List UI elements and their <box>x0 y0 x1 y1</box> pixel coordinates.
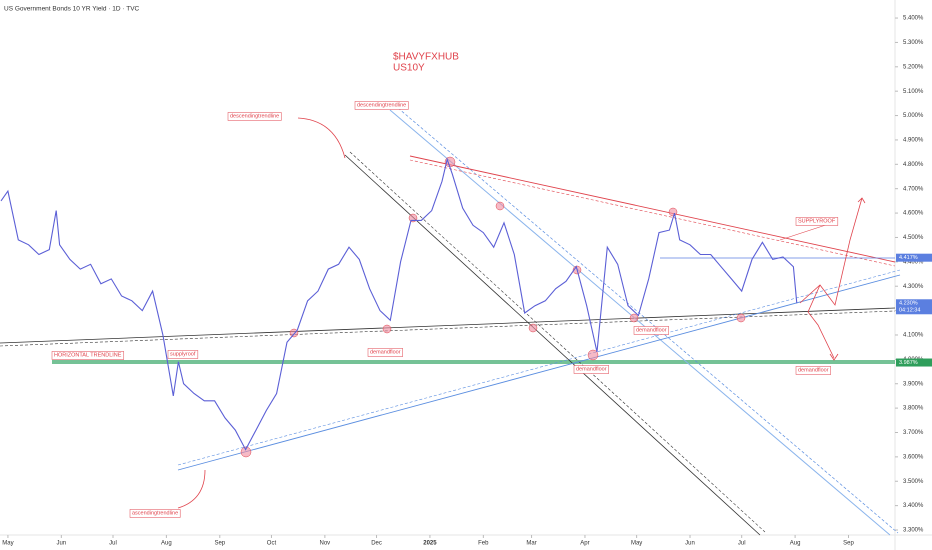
y-tick-label: 3.900% <box>903 381 924 387</box>
annotation: supplyroof <box>167 350 199 359</box>
trendline <box>177 274 901 471</box>
trendline <box>409 159 896 267</box>
x-tick-label: May <box>2 541 13 547</box>
annotation-text: descendingtrendline <box>230 113 279 119</box>
annotation: demandfloor <box>367 348 403 357</box>
horizontal-zone <box>52 360 895 364</box>
annotation-text: demandfloor <box>636 327 667 333</box>
x-tick-label: Aug <box>161 541 172 547</box>
price-label: 4.230% <box>899 301 918 307</box>
y-tick-label: 4.900% <box>903 138 924 144</box>
x-tick-label: Mar <box>526 541 536 547</box>
x-tick-label: Feb <box>478 541 489 547</box>
annotation-text: ascendingtrendline <box>132 510 178 516</box>
annotation-box <box>51 351 125 360</box>
y-tick-label: 3.500% <box>903 479 924 485</box>
trendline <box>397 107 899 534</box>
x-tick-label: Sep <box>214 541 225 547</box>
y-tick-label: 4.600% <box>903 211 924 217</box>
annotation-text: supplyroof <box>170 351 196 357</box>
projection <box>799 197 866 361</box>
price-label: 4.417% <box>899 255 918 261</box>
annotation-text: demandfloor <box>576 366 607 372</box>
price-label-timer: 04:12:34 <box>899 308 920 314</box>
annotation: demandfloor <box>795 366 831 375</box>
x-tick-label: Dec <box>371 541 382 547</box>
annotation: descendingtrendline <box>354 101 409 110</box>
annotation-box <box>367 348 403 357</box>
price-label-box <box>896 358 932 367</box>
annotation-box <box>354 101 409 110</box>
x-tick-label: Nov <box>320 541 331 547</box>
x-tick-label: Jul <box>738 541 746 547</box>
annotation-box <box>167 350 199 359</box>
x-tick-label: Jun <box>685 541 695 547</box>
y-tick-label: 5.000% <box>903 113 924 119</box>
price-line <box>0 157 798 451</box>
annotation: demandfloor <box>573 365 609 374</box>
y-tick-label: 3.600% <box>903 454 924 460</box>
trendline <box>409 155 896 263</box>
annotation: SUPPLYROOF <box>795 217 839 226</box>
drawings <box>0 107 901 536</box>
annotation-text: descendingtrendline <box>357 102 406 108</box>
y-tick-label: 4.500% <box>903 235 924 241</box>
arrow-curve <box>297 117 346 159</box>
x-tick-label: Aug <box>790 541 801 547</box>
chart-title: US Government Bonds 10 YR Yield · 1D · T… <box>4 6 140 13</box>
annotation-text: demandfloor <box>798 367 829 373</box>
annotation: HORIZONTAL TRENDLINE <box>51 351 125 360</box>
annotation-box <box>795 366 831 375</box>
x-tick-label: Jul <box>109 541 117 547</box>
y-tick-label: 3.800% <box>903 406 924 412</box>
annotation-text: demandfloor <box>370 349 401 355</box>
price-label-box <box>896 253 932 262</box>
annotation: demandfloor <box>633 326 669 335</box>
annotation: ascendingtrendline <box>129 509 181 518</box>
annotation-box <box>795 217 839 226</box>
price-label-box <box>896 299 932 315</box>
x-tick-label: Sep <box>843 541 854 547</box>
y-tick-label: 4.400% <box>903 259 924 265</box>
annotation-box <box>633 326 669 335</box>
x-tick-label: Oct <box>267 541 277 547</box>
price-label: 3.987% <box>899 360 918 366</box>
y-tick-label: 5.200% <box>903 64 924 70</box>
y-tick-label: 4.800% <box>903 162 924 168</box>
y-tick-label: 3.400% <box>903 503 924 509</box>
y-tick-label: 5.300% <box>903 40 924 46</box>
y-tick-label: 5.400% <box>903 16 924 22</box>
trendline <box>0 307 896 344</box>
x-tick-label: Apr <box>580 541 589 547</box>
annotation-text: SUPPLYROOF <box>798 218 836 224</box>
annotation: $HAVYFXHUB <box>393 52 459 63</box>
arrow-curve <box>177 469 206 509</box>
annotation: descendingtrendline <box>227 112 282 121</box>
annotation: US10Y <box>393 63 425 74</box>
annotation-box <box>129 509 181 518</box>
y-tick-label: 4.700% <box>903 186 924 192</box>
x-tick-label: 2025 <box>423 541 437 547</box>
y-tick-label: 3.700% <box>903 430 924 436</box>
trendline <box>349 151 766 533</box>
x-tick-label: Jun <box>56 541 66 547</box>
annotation-text: $HAVYFXHUB <box>393 52 459 63</box>
y-tick-label: 4.100% <box>903 333 924 339</box>
annotation-box <box>573 365 609 374</box>
trendline <box>389 109 891 536</box>
y-tick-label: 5.100% <box>903 89 924 95</box>
annotation-text: US10Y <box>393 63 425 74</box>
annotation-box <box>227 112 282 121</box>
x-tick-label: May <box>631 541 642 547</box>
y-tick-label: 4.300% <box>903 284 924 290</box>
annotation-text: HORIZONTAL TRENDLINE <box>54 352 122 358</box>
y-tick-label: 3.300% <box>903 528 924 534</box>
